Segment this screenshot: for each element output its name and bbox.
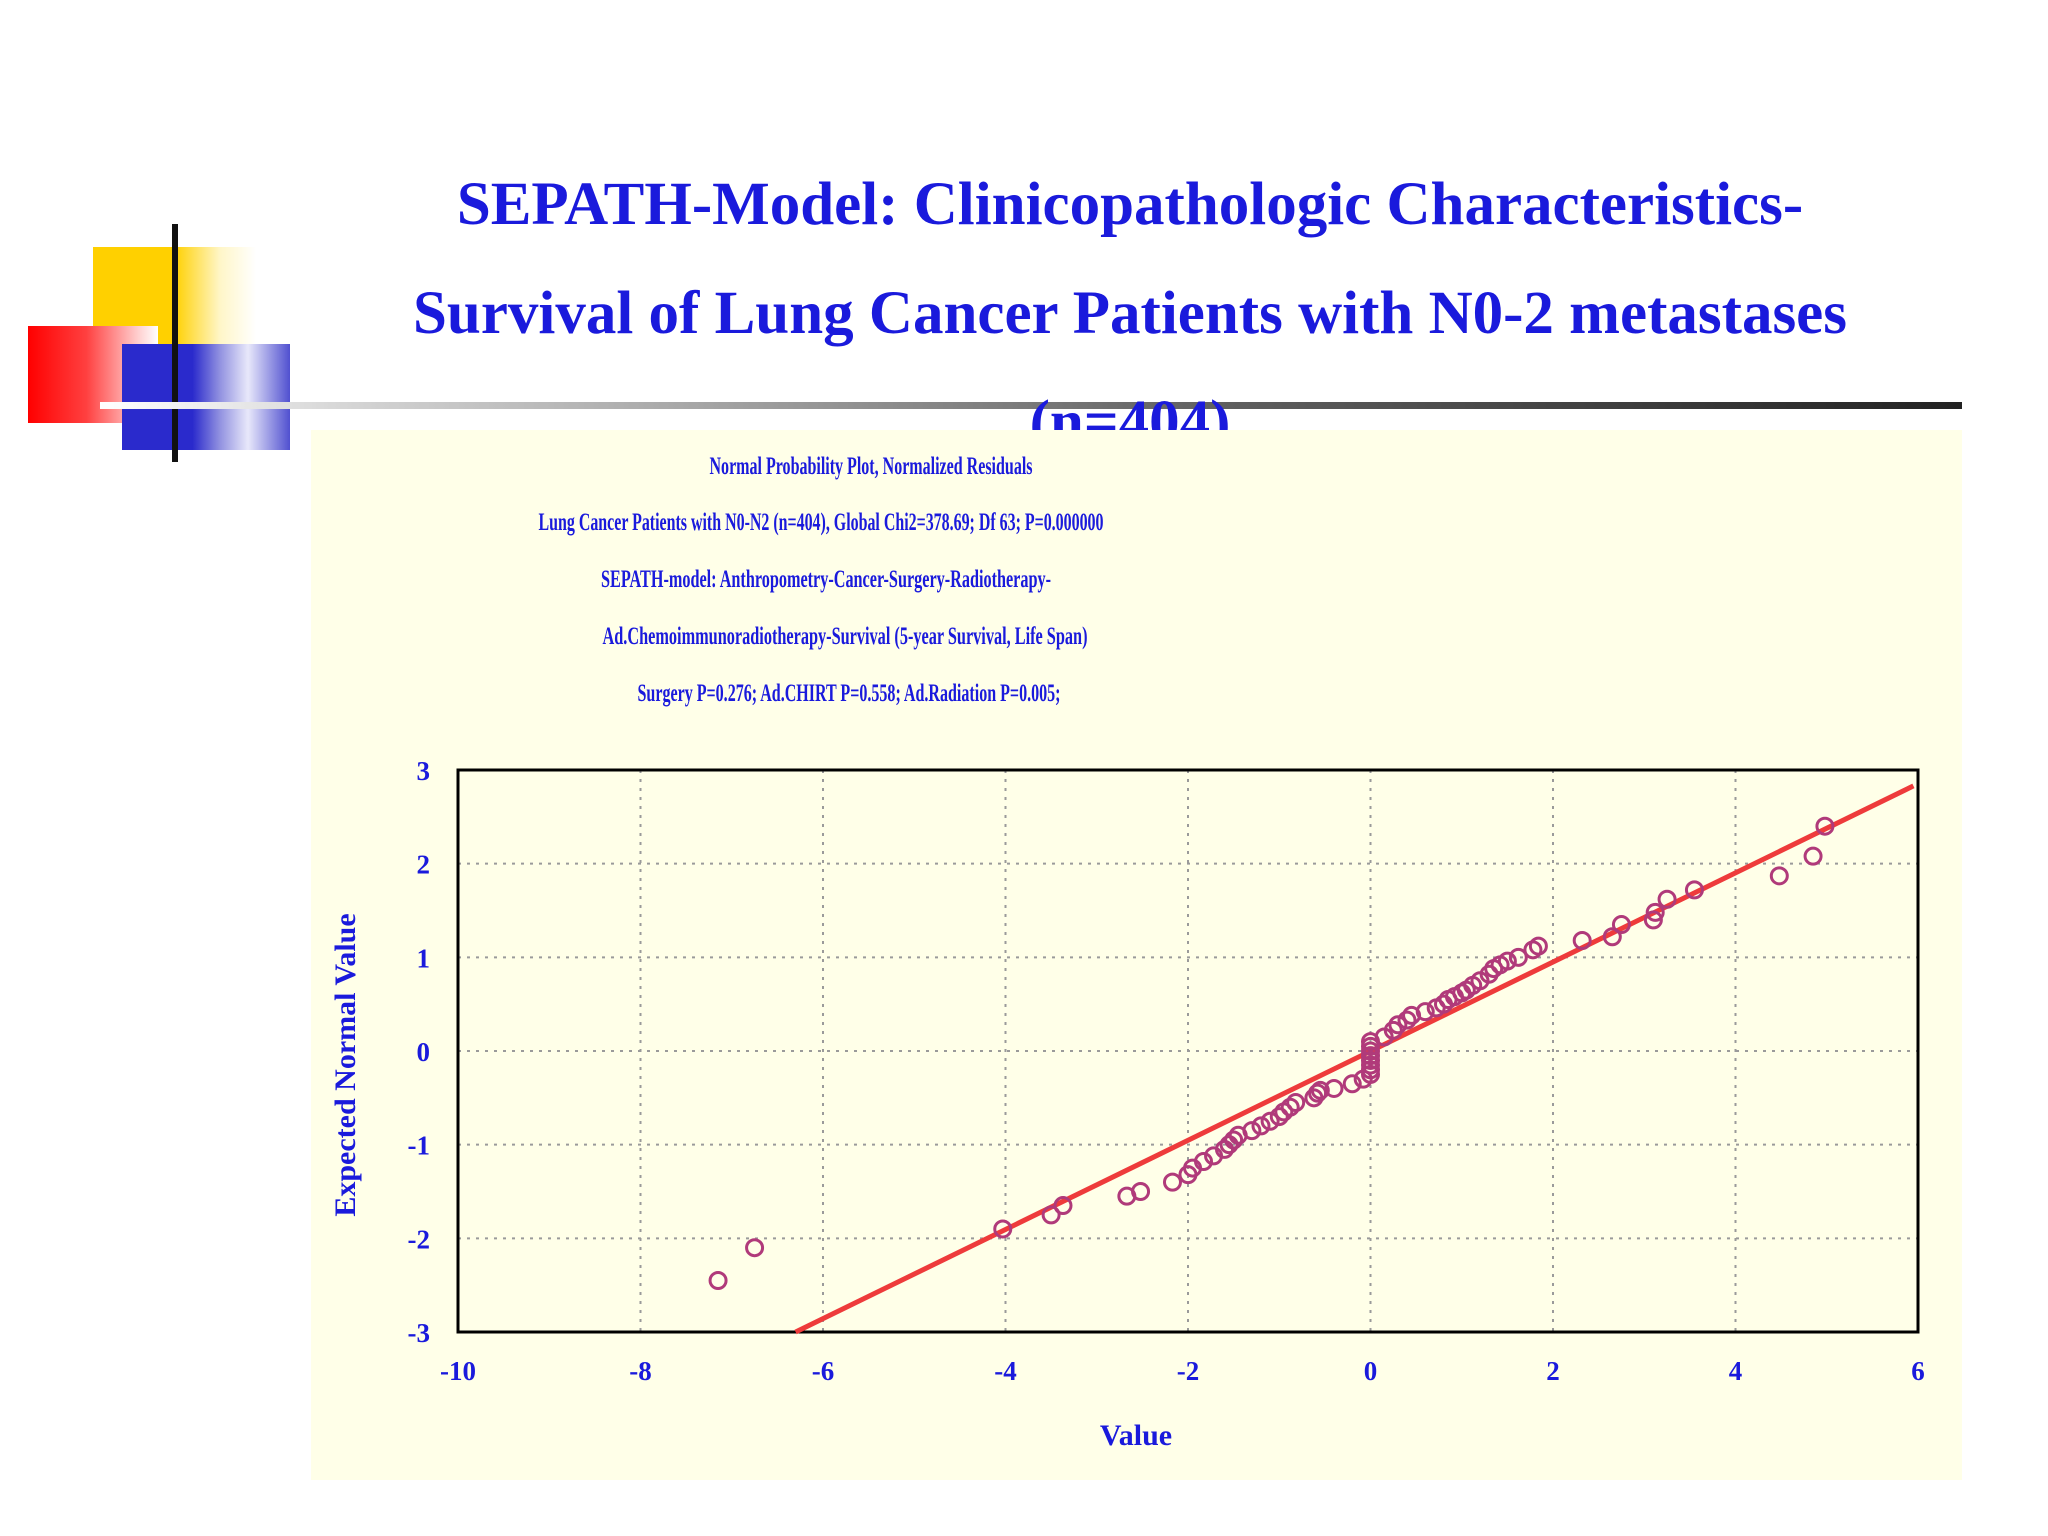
data-points <box>708 816 1835 1290</box>
data-point <box>1572 930 1592 950</box>
fit-line <box>794 783 1915 1335</box>
decor-vertical-rule <box>172 224 178 462</box>
data-point <box>1803 846 1823 866</box>
data-point <box>708 1270 728 1290</box>
data-point <box>1269 1107 1289 1127</box>
y-tick-label: -2 <box>408 1224 431 1254</box>
x-tick-label: 2 <box>1546 1356 1560 1386</box>
normal-probability-plot: Normal Probability Plot, Normalized Resi… <box>329 453 1925 1452</box>
y-tick-labels: 3 2 1 0 -1 -2 -3 <box>408 756 431 1348</box>
x-tick-label: -8 <box>629 1356 652 1386</box>
y-axis-label: Expected Normal Value <box>329 913 362 1216</box>
decor-horizontal-rule <box>100 402 1962 409</box>
data-point <box>1242 1121 1262 1141</box>
data-point <box>1508 947 1528 967</box>
x-tick-label: -2 <box>1177 1356 1200 1386</box>
data-point <box>1131 1182 1151 1201</box>
chart-subtitle-4: Surgery P=0.276; Ad.CHIRT P=0.558; Ad.Ra… <box>638 680 1061 707</box>
data-point <box>1260 1111 1280 1131</box>
data-point <box>1310 1080 1330 1100</box>
slide-title-line-2: Survival of Lung Cancer Patients with N0… <box>412 280 1847 347</box>
data-point <box>1643 910 1663 930</box>
plot-area <box>456 768 1920 1334</box>
x-tick-label: 4 <box>1729 1356 1743 1386</box>
data-point <box>1324 1078 1344 1098</box>
x-tick-labels: -10 -8 -6 -4 -2 0 2 4 6 <box>440 1356 1925 1386</box>
y-tick-label: -3 <box>408 1318 431 1348</box>
data-point <box>1308 1083 1328 1103</box>
data-point <box>1286 1093 1306 1113</box>
y-tick-label: 1 <box>417 943 431 973</box>
data-point <box>1611 915 1631 935</box>
data-point <box>1497 951 1517 971</box>
x-tick-label: 0 <box>1364 1356 1378 1386</box>
x-tick-label: -6 <box>812 1356 835 1386</box>
decor-blue-square <box>122 344 290 450</box>
data-point <box>1280 1097 1300 1117</box>
data-point <box>1224 1130 1244 1150</box>
data-point <box>1041 1205 1061 1225</box>
data-point <box>1684 880 1704 900</box>
chart-subtitle-1: Lung Cancer Patients with N0-N2 (n=404),… <box>539 509 1104 536</box>
chart-subtitle-2: SEPATH-model: Anthropometry-Cancer-Surge… <box>601 566 1051 593</box>
data-point <box>1657 889 1677 909</box>
data-point <box>993 1219 1013 1239</box>
data-point <box>1645 902 1665 922</box>
y-tick-label: 0 <box>417 1037 431 1067</box>
data-point <box>1162 1172 1182 1192</box>
data-point <box>1397 1010 1417 1030</box>
data-point <box>1528 936 1548 956</box>
x-tick-label: -4 <box>994 1356 1017 1386</box>
y-tick-label: 2 <box>417 850 431 880</box>
data-point <box>1342 1074 1362 1094</box>
x-axis-label: Value <box>1100 1419 1172 1452</box>
data-point <box>745 1238 765 1258</box>
chart-subtitle-3: Ad.Chemoimmunoradiotherapy-Survival (5-y… <box>603 623 1088 650</box>
chart-title: Normal Probability Plot, Normalized Resi… <box>710 453 1033 480</box>
y-tick-label: 3 <box>417 756 431 786</box>
chart-panel <box>311 430 1962 1480</box>
data-point <box>1388 1015 1408 1035</box>
data-point <box>1415 1002 1435 1022</box>
data-point <box>1251 1116 1271 1136</box>
data-point <box>1053 1196 1073 1216</box>
slide-title-line-1: SEPATH-Model: Clinicopathologic Characte… <box>456 171 1804 238</box>
slide-title: SEPATH-Model: Clinicopathologic Characte… <box>300 150 1960 477</box>
data-point <box>1815 816 1835 836</box>
grid <box>458 770 1918 1332</box>
x-tick-label: -10 <box>440 1356 476 1386</box>
data-point <box>1602 927 1622 947</box>
data-point <box>1194 1152 1214 1172</box>
data-point <box>1769 866 1789 886</box>
y-tick-label: -1 <box>408 1131 431 1161</box>
x-tick-label: 6 <box>1911 1356 1925 1386</box>
